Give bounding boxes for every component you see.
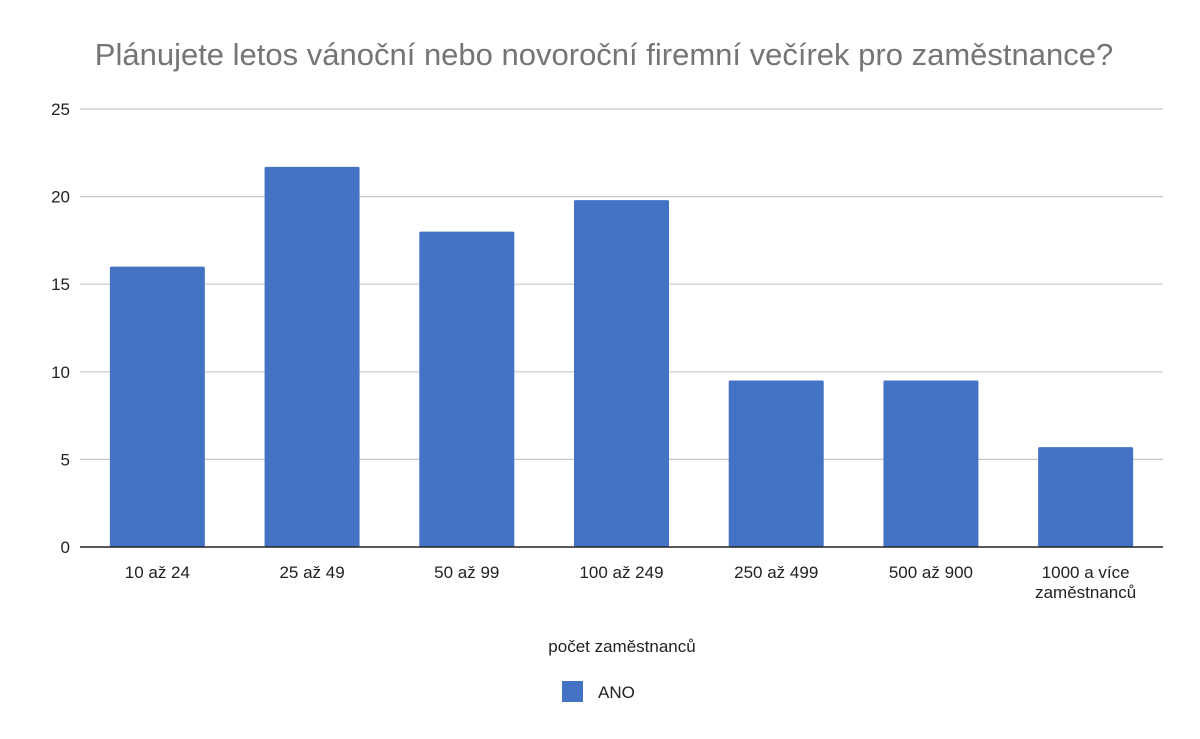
- bar: [109, 266, 205, 547]
- bar: [883, 380, 979, 547]
- y-tick-label: 25: [51, 100, 70, 119]
- x-tick-label: 250 až 499: [734, 563, 818, 582]
- legend-swatch: [562, 681, 583, 702]
- x-tick-label-line: 250 až 499: [734, 563, 818, 582]
- x-tick-label-line: 10 až 24: [125, 563, 190, 582]
- y-tick-label: 5: [61, 450, 70, 469]
- bar: [419, 231, 515, 547]
- x-axis-ticks: 10 až 24 25 až 49 50 až 99 100 až 249 250 až…: [125, 563, 1136, 602]
- x-tick-label: 50 až 99: [434, 563, 499, 582]
- y-tick-label: 20: [51, 188, 70, 207]
- legend-label-ano: ANO: [598, 683, 635, 702]
- x-tick-label: 100 až 249: [579, 563, 663, 582]
- x-tick-label: 25 až 49: [279, 563, 344, 582]
- x-tick-label-line: 25 až 49: [279, 563, 344, 582]
- x-tick-label-line: zaměstnanců: [1035, 583, 1136, 602]
- bars: [109, 166, 1134, 548]
- bar: [728, 380, 824, 547]
- y-tick-label: 10: [51, 363, 70, 382]
- x-tick-label-line: 100 až 249: [579, 563, 663, 582]
- x-tick-label: 1000 a více zaměstnanců: [1035, 563, 1136, 602]
- x-tick-label-line: 500 až 900: [889, 563, 973, 582]
- legend: ANO: [562, 681, 635, 702]
- bar: [574, 200, 669, 547]
- x-tick-label: 10 až 24: [125, 563, 190, 582]
- x-tick-label-line: 50 až 99: [434, 563, 499, 582]
- bar: [264, 166, 360, 548]
- y-tick-label: 0: [61, 538, 70, 557]
- chart-title: Plánujete letos vánoční nebo novoroční f…: [95, 37, 1113, 72]
- x-axis-title: počet zaměstnanců: [548, 637, 695, 656]
- x-tick-label-line: 1000 a více: [1042, 563, 1130, 582]
- bar: [1038, 447, 1134, 547]
- y-axis-ticks: 0 5 10 15 20 25: [51, 100, 70, 557]
- y-tick-label: 15: [51, 275, 70, 294]
- x-tick-label: 500 až 900: [889, 563, 973, 582]
